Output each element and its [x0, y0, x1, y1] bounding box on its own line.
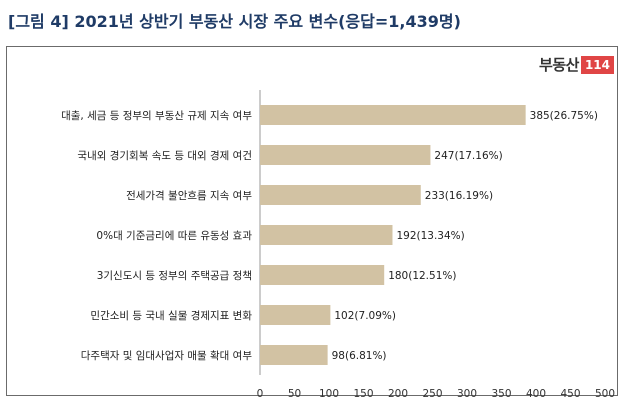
- data-label: 192(13.34%): [396, 230, 464, 242]
- category-label: 국내외 경기회복 속도 등 대외 경제 여건: [77, 149, 252, 162]
- data-label: 98(6.81%): [332, 350, 387, 362]
- bar: [260, 265, 385, 285]
- logo-badge: 114: [580, 55, 614, 74]
- data-label: 102(7.09%): [334, 310, 396, 322]
- x-tick-label: 50: [288, 388, 301, 400]
- x-tick-label: 350: [491, 388, 511, 400]
- x-tick-label: 300: [457, 388, 477, 400]
- category-label: 민간소비 등 국내 실물 경제지표 변화: [90, 309, 252, 322]
- x-tick-label: 450: [560, 388, 580, 400]
- x-tick-label: 100: [319, 388, 339, 400]
- x-tick-label: 200: [388, 388, 408, 400]
- logo-text: 부동산: [539, 56, 579, 74]
- data-label: 233(16.19%): [425, 190, 493, 202]
- brand-logo: 부동산 114: [539, 54, 614, 75]
- category-label: 전세가격 불안흐름 지속 여부: [126, 189, 252, 202]
- bar: [260, 105, 526, 125]
- chart-frame: [6, 46, 618, 396]
- category-label: 0%대 기준금리에 따른 유동성 효과: [96, 230, 252, 242]
- category-label: 3기신도시 등 정부의 주택공급 정책: [97, 270, 252, 282]
- x-tick-label: 500: [595, 388, 615, 400]
- x-tick-label: 250: [422, 388, 442, 400]
- bar: [260, 305, 331, 325]
- chart-title: [그림 4] 2021년 상반기 부동산 시장 주요 변수(응답=1,439명): [8, 12, 461, 31]
- category-label: 대출, 세금 등 정부의 부동산 규제 지속 여부: [61, 110, 252, 122]
- bar: [260, 345, 328, 365]
- category-label: 다주택자 및 임대사업자 매물 확대 여부: [81, 349, 253, 362]
- data-label: 247(17.16%): [434, 150, 502, 162]
- bar: [260, 185, 421, 205]
- data-label: 180(12.51%): [388, 270, 456, 282]
- x-tick-label: 0: [257, 388, 264, 400]
- x-tick-label: 150: [353, 388, 373, 400]
- x-tick-label: 400: [526, 388, 546, 400]
- data-label: 385(26.75%): [530, 110, 598, 122]
- bar: [260, 225, 393, 245]
- bar: [260, 145, 431, 165]
